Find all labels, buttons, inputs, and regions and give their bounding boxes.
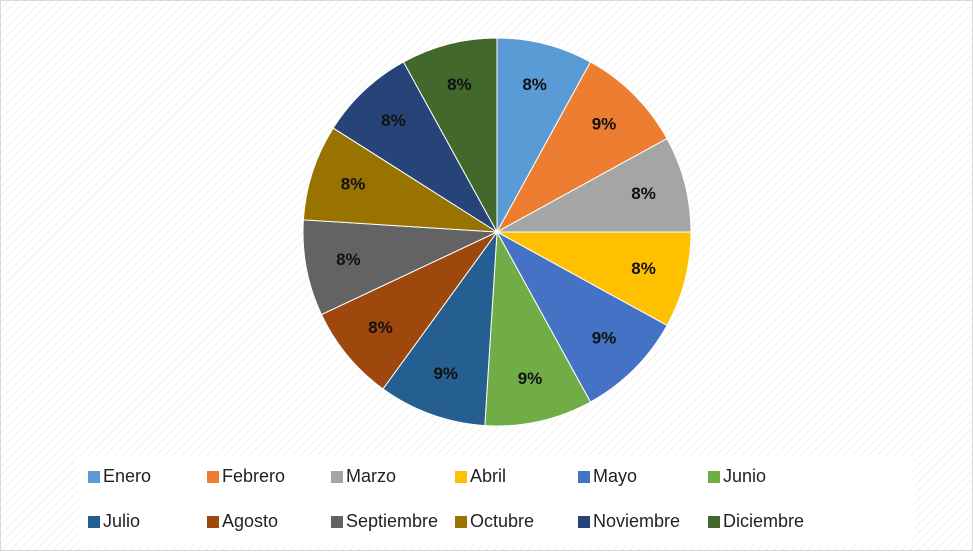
legend-label: Junio xyxy=(723,466,766,486)
data-label: 8% xyxy=(522,75,547,94)
legend-swatch xyxy=(708,516,720,528)
legend-label: Agosto xyxy=(222,511,278,531)
data-label: 8% xyxy=(447,75,472,94)
pie-slice xyxy=(302,219,498,316)
pie-slice xyxy=(320,231,498,390)
legend-label: Enero xyxy=(103,466,151,486)
legend-label: Septiembre xyxy=(346,511,438,531)
pie-slice xyxy=(382,230,498,427)
pie-slice xyxy=(332,61,498,233)
data-label: 8% xyxy=(336,250,361,269)
legend-swatch xyxy=(207,471,219,483)
legend-swatch xyxy=(455,471,467,483)
pie-slice xyxy=(495,230,668,403)
legend-label: Diciembre xyxy=(723,511,804,531)
data-label: 9% xyxy=(518,369,543,388)
pie-slice xyxy=(402,37,498,233)
pie-slice xyxy=(495,61,668,234)
legend-swatch xyxy=(578,471,590,483)
legend-label: Julio xyxy=(103,511,140,531)
data-label: 8% xyxy=(368,318,393,337)
legend-box xyxy=(78,455,914,545)
legend-label: Marzo xyxy=(346,466,396,486)
legend-swatch xyxy=(88,471,100,483)
legend-swatch xyxy=(88,516,100,528)
data-label: 9% xyxy=(592,328,617,347)
data-label: 8% xyxy=(631,259,656,278)
data-label: 8% xyxy=(341,175,366,194)
data-label: 9% xyxy=(592,114,617,133)
legend-label: Octubre xyxy=(470,511,534,531)
data-label: 8% xyxy=(381,111,406,130)
legend-swatch xyxy=(708,471,720,483)
legend-label: Noviembre xyxy=(593,511,680,531)
legend-swatch xyxy=(207,516,219,528)
data-label: 8% xyxy=(631,184,656,203)
pie-slice xyxy=(496,137,692,233)
pie-slice xyxy=(302,127,498,233)
legend-swatch xyxy=(455,516,467,528)
data-label: 9% xyxy=(433,364,458,383)
legend-swatch xyxy=(578,516,590,528)
legend-label: Febrero xyxy=(222,466,285,486)
pie-slice xyxy=(496,37,592,233)
pie-slice xyxy=(496,231,692,327)
legend-swatch xyxy=(331,471,343,483)
legend-label: Abril xyxy=(470,466,506,486)
pie-slice xyxy=(484,230,592,427)
legend-label: Mayo xyxy=(593,466,637,486)
legend-swatch xyxy=(331,516,343,528)
